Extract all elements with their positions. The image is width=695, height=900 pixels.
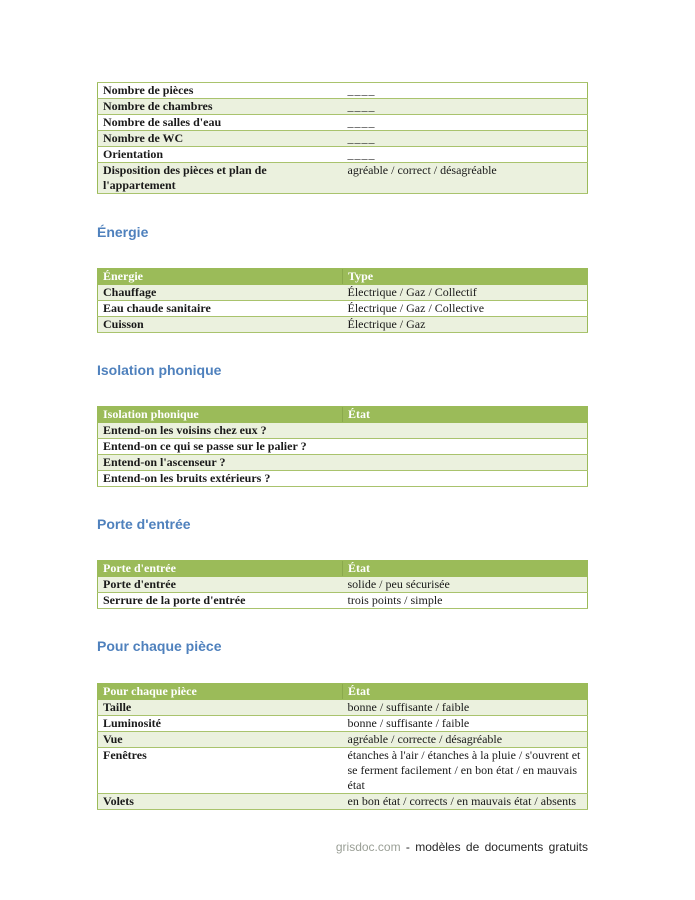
row-value-empty: [342, 454, 588, 471]
row-label: Entend-on les bruits extérieurs ?: [97, 470, 343, 487]
row-value-blank: ____: [342, 98, 588, 115]
section-heading-pour-chaque-piece: Pour chaque pièce: [97, 638, 222, 654]
section-heading-energie: Énergie: [97, 224, 149, 240]
row-value-blank: ____: [342, 82, 588, 99]
table-header-row: Énergie Type: [97, 268, 588, 285]
page-footer: grisdoc.com - modèles de documents gratu…: [97, 840, 588, 854]
table-header-row: Pour chaque pièce État: [97, 683, 588, 700]
row-value-blank: ____: [342, 114, 588, 131]
table-energie: Énergie Type Chauffage Électrique / Gaz …: [97, 268, 588, 333]
table-pour-chaque-piece: Pour chaque pièce État Taille bonne / su…: [97, 683, 588, 810]
table-row: Orientation ____: [97, 146, 588, 163]
row-value: bonne / suffisante / faible: [342, 715, 588, 732]
footer-brand-link[interactable]: grisdoc.com: [335, 840, 401, 854]
row-value: Électrique / Gaz / Collectif: [342, 284, 588, 301]
row-label: Taille: [97, 699, 343, 716]
row-label: Nombre de WC: [97, 130, 343, 147]
table-row: Luminosité bonne / suffisante / faible: [97, 715, 588, 732]
table-row: Chauffage Électrique / Gaz / Collectif: [97, 284, 588, 301]
table-header-row: Isolation phonique État: [97, 406, 588, 423]
table-row: Entend-on les voisins chez eux ?: [97, 422, 588, 439]
table-row: Eau chaude sanitaire Électrique / Gaz / …: [97, 300, 588, 317]
table-porte-entree: Porte d'entrée État Porte d'entrée solid…: [97, 560, 588, 609]
table-row: Fenêtres étanches à l'air / étanches à l…: [97, 747, 588, 794]
column-header-value: Type: [342, 268, 588, 285]
row-value-empty: [342, 470, 588, 487]
row-value: solide / peu sécurisée: [342, 576, 588, 593]
row-value: Électrique / Gaz: [342, 316, 588, 333]
row-value-blank: ____: [342, 130, 588, 147]
row-label: Eau chaude sanitaire: [97, 300, 343, 317]
row-label: Cuisson: [97, 316, 343, 333]
table-row: Entend-on ce qui se passe sur le palier …: [97, 438, 588, 455]
table-row: Cuisson Électrique / Gaz: [97, 316, 588, 333]
table-row: Nombre de WC ____: [97, 130, 588, 147]
row-value: agréable / correct / désagréable: [342, 162, 588, 194]
section-heading-isolation-phonique: Isolation phonique: [97, 362, 222, 378]
column-header-label: Énergie: [97, 268, 343, 285]
column-header-value: État: [342, 560, 588, 577]
column-header-label: Porte d'entrée: [97, 560, 343, 577]
row-label: Entend-on ce qui se passe sur le palier …: [97, 438, 343, 455]
table-row: Nombre de pièces ____: [97, 82, 588, 99]
table-row: Entend-on l'ascenseur ?: [97, 454, 588, 471]
table-row: Taille bonne / suffisante / faible: [97, 699, 588, 716]
document-page: Nombre de pièces ____ Nombre de chambres…: [97, 0, 588, 854]
table-row: Entend-on les bruits extérieurs ?: [97, 470, 588, 487]
table-row: Nombre de chambres ____: [97, 98, 588, 115]
table-row: Disposition des pièces et plan de l'appa…: [97, 162, 588, 194]
row-label: Chauffage: [97, 284, 343, 301]
row-label: Entend-on les voisins chez eux ?: [97, 422, 343, 439]
row-label: Entend-on l'ascenseur ?: [97, 454, 343, 471]
column-header-label: Isolation phonique: [97, 406, 343, 423]
section-heading-porte-entree: Porte d'entrée: [97, 516, 191, 532]
row-value: étanches à l'air / étanches à la pluie /…: [342, 747, 588, 794]
row-label: Volets: [97, 793, 343, 810]
row-value-empty: [342, 438, 588, 455]
row-label: Nombre de salles d'eau: [97, 114, 343, 131]
row-label: Fenêtres: [97, 747, 343, 794]
row-label: Disposition des pièces et plan de l'appa…: [97, 162, 343, 194]
row-value: trois points / simple: [342, 592, 588, 609]
table-row: Vue agréable / correcte / désagréable: [97, 731, 588, 748]
row-value-empty: [342, 422, 588, 439]
table-apartment-details: Nombre de pièces ____ Nombre de chambres…: [97, 82, 588, 194]
row-label: Vue: [97, 731, 343, 748]
column-header-label: Pour chaque pièce: [97, 683, 343, 700]
table-row: Nombre de salles d'eau ____: [97, 114, 588, 131]
row-value: en bon état / corrects / en mauvais état…: [342, 793, 588, 810]
table-row: Serrure de la porte d'entrée trois point…: [97, 592, 588, 609]
row-value: bonne / suffisante / faible: [342, 699, 588, 716]
table-header-row: Porte d'entrée État: [97, 560, 588, 577]
row-value-blank: ____: [342, 146, 588, 163]
column-header-value: État: [342, 683, 588, 700]
table-row: Porte d'entrée solide / peu sécurisée: [97, 576, 588, 593]
row-label: Serrure de la porte d'entrée: [97, 592, 343, 609]
table-isolation-phonique: Isolation phonique État Entend-on les vo…: [97, 406, 588, 487]
row-label: Luminosité: [97, 715, 343, 732]
footer-tagline: - modèles de documents gratuits: [405, 840, 588, 854]
row-value: agréable / correcte / désagréable: [342, 731, 588, 748]
table-row: Volets en bon état / corrects / en mauva…: [97, 793, 588, 810]
row-label: Porte d'entrée: [97, 576, 343, 593]
row-label: Nombre de pièces: [97, 82, 343, 99]
column-header-value: État: [342, 406, 588, 423]
row-label: Nombre de chambres: [97, 98, 343, 115]
row-value: Électrique / Gaz / Collective: [342, 300, 588, 317]
row-label: Orientation: [97, 146, 343, 163]
